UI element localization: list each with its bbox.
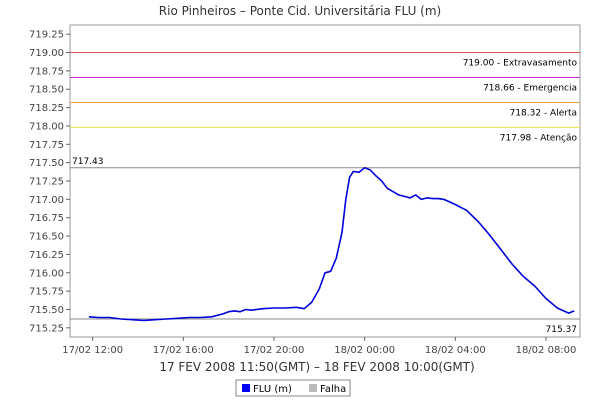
x-tick-label: 17/02 12:00: [62, 345, 123, 356]
threshold-label: 718.32 - Alerta: [510, 108, 577, 118]
y-axis: 715.25 715.50 715.75 716.00 716.25 716.50 716.…: [29, 30, 70, 334]
threshold-label: 719.00 - Extravasamento: [463, 59, 578, 69]
x-axis-title: 17 FEV 2008 11:50(GMT) – 18 FEV 2008 10:…: [159, 360, 474, 374]
series-line-flu: [88, 167, 575, 322]
threshold-lines: 719.00 - Extravasamento 718.66 - Emergenc…: [70, 52, 580, 143]
plot-area: [69, 24, 581, 338]
y-tick-label: 715.50: [29, 305, 64, 316]
y-tick-label: 718.50: [29, 85, 64, 96]
legend-label: Falha: [320, 384, 346, 395]
y-tick-label: 716.75: [29, 213, 64, 224]
x-axis: 17/02 12:00 17/02 16:00 17/02 20:00 18/02 0…: [62, 337, 576, 356]
y-tick-label: 718.25: [29, 103, 64, 114]
threshold-label: 717.98 - Atenção: [500, 133, 578, 143]
x-tick-label: 17/02 16:00: [153, 345, 214, 356]
threshold-label: 718.66 - Emergencia: [483, 83, 577, 93]
min-label: 715.37: [546, 325, 578, 335]
y-tick-label: 717.75: [29, 140, 64, 151]
x-tick-label: 18/02 00:00: [334, 345, 395, 356]
x-tick-label: 17/02 20:00: [244, 345, 305, 356]
y-tick-label: 717.00: [29, 195, 64, 206]
legend: FLU (m) Falha: [235, 379, 351, 397]
y-tick-label: 716.25: [29, 250, 64, 261]
y-tick-label: 717.25: [29, 177, 64, 188]
y-tick-label: 717.50: [29, 158, 64, 169]
legend-swatch: [309, 384, 317, 392]
series-group: [88, 167, 575, 322]
chart-title: Rio Pinheiros – Ponte Cid. Universitária…: [159, 4, 441, 18]
y-tick-label: 715.25: [29, 323, 64, 334]
y-tick-label: 715.75: [29, 287, 64, 298]
y-tick-label: 716.50: [29, 232, 64, 243]
y-tick-label: 716.00: [29, 268, 64, 279]
x-tick-label: 18/02 04:00: [425, 345, 486, 356]
x-tick-label: 18/02 08:00: [516, 345, 577, 356]
legend-swatch: [242, 384, 250, 392]
y-tick-label: 719.25: [29, 30, 64, 41]
legend-label: FLU (m): [253, 384, 292, 395]
max-label: 717.43: [72, 157, 104, 167]
y-tick-label: 718.00: [29, 121, 64, 132]
y-tick-label: 718.75: [29, 66, 64, 77]
legend-box: [235, 379, 351, 397]
y-tick-label: 719.00: [29, 48, 64, 59]
